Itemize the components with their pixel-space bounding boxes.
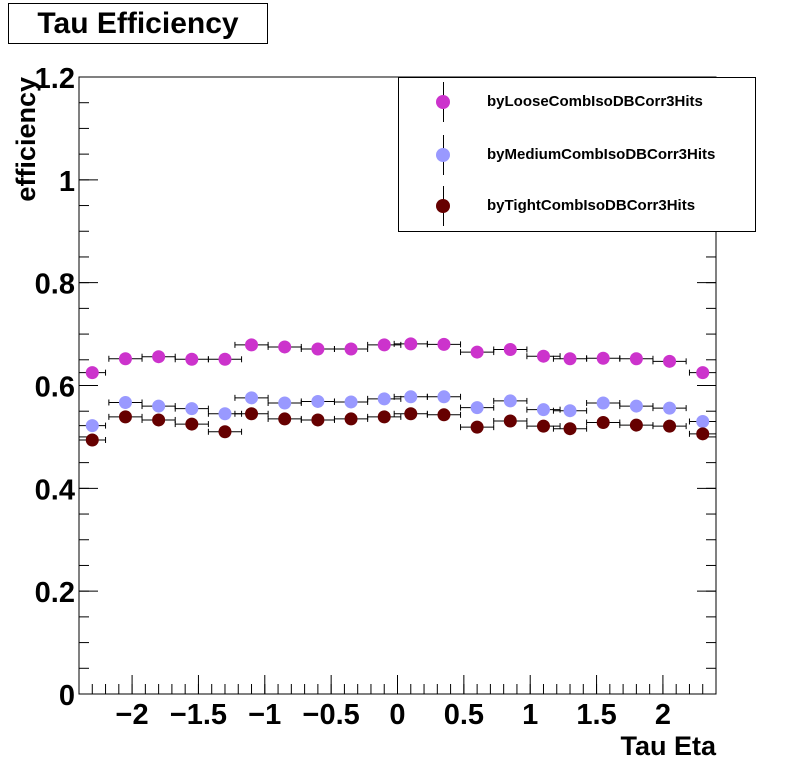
data-point [596, 351, 610, 365]
legend-entry-tight: byTightCombIsoDBCorr3Hits [399, 186, 755, 226]
legend-marker-loose [436, 95, 450, 109]
data-point [404, 407, 418, 421]
data-point [85, 366, 99, 380]
x-tick-label: −1.5 [170, 699, 227, 731]
y-tick-label: 0.8 [35, 269, 75, 301]
x-tick-label: 1.5 [576, 699, 616, 731]
data-point [503, 414, 517, 428]
data-point [278, 396, 292, 410]
data-point [536, 349, 550, 363]
data-point [696, 366, 710, 380]
data-point [563, 422, 577, 436]
tick-labels: 0 0.2 0.4 0.6 0.8 1 1.2 −2 −1.5 −1 −0.5 0 0.5 1 1.5 2 [35, 63, 671, 731]
data-point [118, 352, 132, 366]
y-tick-label: 1.2 [35, 63, 75, 95]
data-point [377, 410, 391, 424]
legend-label-tight: byTightCombIsoDBCorr3Hits [487, 197, 696, 214]
x-tick-label: 0.5 [444, 699, 484, 731]
data-point [344, 395, 358, 409]
data-point [118, 410, 132, 424]
legend-marker-tight [436, 199, 450, 213]
data-points [78, 337, 717, 447]
data-point [377, 338, 391, 352]
data-point [218, 407, 232, 421]
data-point [563, 404, 577, 418]
data-point [278, 412, 292, 426]
y-tick-label: 1 [59, 166, 75, 198]
data-point [437, 390, 451, 404]
data-point [696, 427, 710, 441]
data-point [437, 408, 451, 422]
x-tick-label: −2 [116, 699, 149, 731]
data-point [470, 401, 484, 415]
legend-entry-medium: byMediumCombIsoDBCorr3Hits [399, 135, 755, 175]
y-axis-label: efficiency [11, 77, 41, 202]
data-point [404, 337, 418, 351]
data-point [536, 403, 550, 417]
chart-title: Tau Efficiency [37, 6, 239, 40]
data-point [563, 352, 577, 366]
y-tick-label: 0.4 [35, 474, 75, 506]
data-point [311, 413, 325, 427]
data-point [152, 399, 166, 413]
data-point [152, 413, 166, 427]
legend-label-medium: byMediumCombIsoDBCorr3Hits [487, 146, 716, 163]
data-point [85, 419, 99, 433]
x-tick-label: −1 [248, 699, 281, 731]
x-tick-label: 0 [389, 699, 405, 731]
data-point [503, 343, 517, 357]
data-point [344, 412, 358, 426]
data-point [470, 345, 484, 359]
data-point [663, 354, 677, 368]
data-point [245, 391, 259, 405]
series-3 [78, 407, 717, 447]
x-axis-label: Tau Eta [620, 731, 716, 761]
x-tick-label: 1 [522, 699, 538, 731]
series-1 [78, 337, 717, 380]
data-point [377, 392, 391, 406]
data-point [629, 418, 643, 432]
data-point [503, 394, 517, 408]
chart-title-box: Tau Efficiency [8, 3, 268, 44]
data-point [536, 419, 550, 433]
data-point [218, 352, 232, 366]
data-point [629, 399, 643, 413]
data-point [185, 352, 199, 366]
data-point [245, 407, 259, 421]
x-tick-label: 2 [655, 699, 671, 731]
data-point [218, 425, 232, 439]
legend-marker-medium [436, 148, 450, 162]
y-tick-label: 0.2 [35, 577, 75, 609]
series-2 [78, 390, 717, 433]
data-point [185, 417, 199, 431]
data-point [245, 338, 259, 352]
y-tick-label: 0 [59, 680, 75, 712]
data-point [118, 395, 132, 409]
data-point [311, 394, 325, 408]
data-point [278, 340, 292, 354]
data-point [696, 414, 710, 428]
data-point [344, 342, 358, 356]
x-tick-label: −0.5 [303, 699, 360, 731]
data-point [629, 352, 643, 366]
data-point [311, 342, 325, 356]
data-point [470, 420, 484, 434]
data-point [596, 396, 610, 410]
data-point [185, 402, 199, 416]
data-point [596, 416, 610, 430]
data-point [663, 401, 677, 415]
data-point [404, 390, 418, 404]
data-point [437, 337, 451, 351]
data-point [152, 350, 166, 364]
legend-entry-loose: byLooseCombIsoDBCorr3Hits [399, 82, 755, 122]
data-point [663, 419, 677, 433]
y-tick-label: 0.6 [35, 372, 75, 404]
legend-label-loose: byLooseCombIsoDBCorr3Hits [487, 93, 703, 110]
legend: byLooseCombIsoDBCorr3Hits byMediumCombIs… [398, 77, 756, 232]
data-point [85, 433, 99, 447]
